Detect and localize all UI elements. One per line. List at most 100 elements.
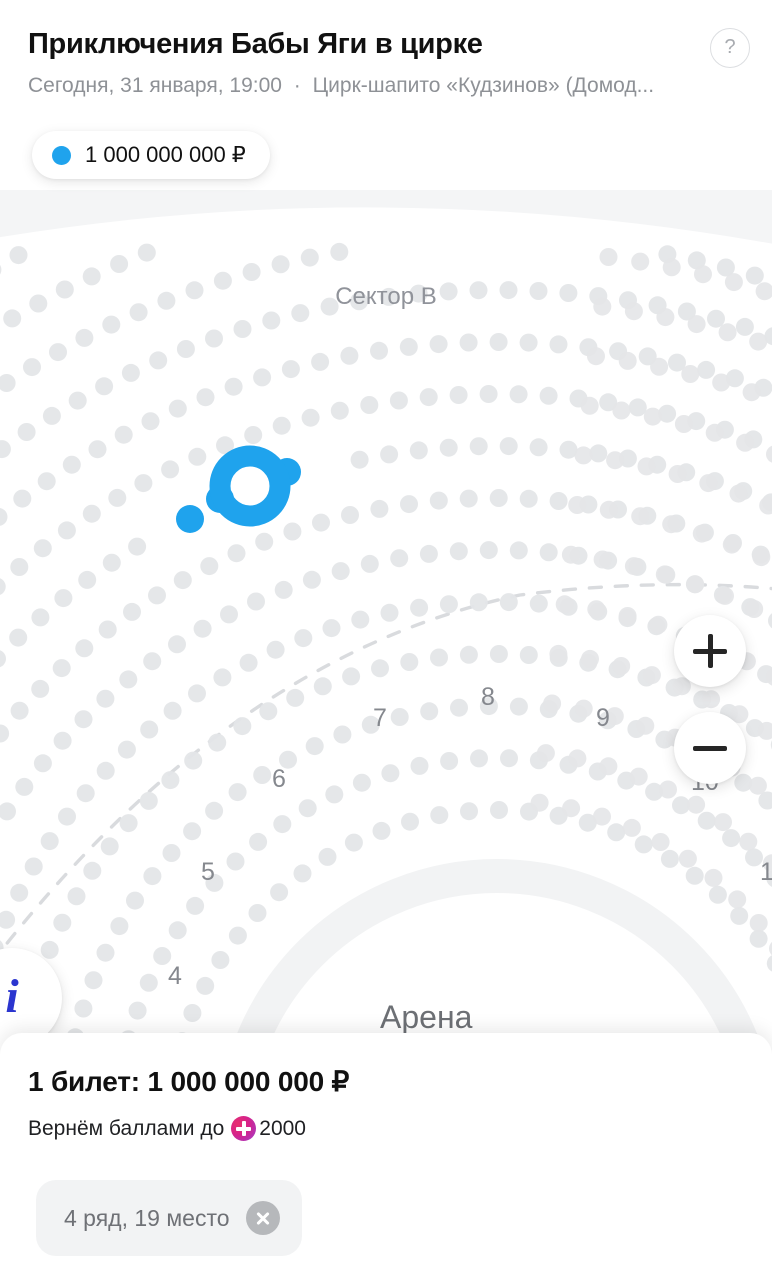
seat-dot[interactable] (196, 976, 215, 995)
seat-dot[interactable] (489, 645, 508, 663)
seat-dot[interactable] (380, 603, 399, 622)
seat-dot[interactable] (253, 766, 272, 784)
seat-dot[interactable] (708, 885, 727, 904)
seat-dot[interactable] (439, 282, 458, 301)
seat-dot[interactable] (213, 271, 232, 290)
seat-dot[interactable] (9, 246, 28, 265)
seat-dot[interactable] (344, 833, 363, 852)
seat-dot[interactable] (249, 832, 268, 851)
seat-dot[interactable] (82, 504, 101, 523)
seat-dot[interactable] (88, 440, 107, 459)
seat-dot[interactable] (102, 315, 121, 334)
seat-dot[interactable] (581, 649, 599, 668)
seat-dot[interactable] (459, 333, 478, 352)
seat-dot[interactable] (119, 814, 138, 833)
seat-dot[interactable] (161, 771, 180, 790)
seat-dot[interactable] (631, 252, 650, 271)
seat-dot[interactable] (628, 398, 647, 417)
seat-dot[interactable] (370, 341, 388, 360)
seat-dot[interactable] (587, 347, 605, 366)
seat-dot[interactable] (612, 401, 631, 420)
seat-dot[interactable] (360, 554, 379, 573)
seat-dot[interactable] (68, 391, 87, 410)
seat-dot[interactable] (549, 492, 568, 510)
seat-dot[interactable] (228, 783, 247, 802)
seat-dot[interactable] (96, 761, 115, 780)
seat-dot[interactable] (694, 265, 712, 284)
seat-dot[interactable] (470, 749, 488, 768)
seat-dot[interactable] (379, 287, 398, 306)
seat-dot[interactable] (331, 562, 350, 581)
seat-dot[interactable] (82, 267, 101, 286)
seat-dot[interactable] (409, 441, 428, 460)
seat-dot[interactable] (489, 489, 508, 507)
seat-dot[interactable] (459, 645, 478, 664)
seat-dot[interactable] (643, 407, 662, 426)
seat-dot[interactable] (55, 280, 74, 299)
seat-dot[interactable] (439, 595, 458, 614)
seat-dot[interactable] (149, 351, 168, 370)
seat-dot[interactable] (769, 940, 772, 958)
seat-dot[interactable] (459, 489, 478, 508)
seat-dot[interactable] (607, 823, 626, 842)
seat-dot[interactable] (15, 777, 34, 796)
seat-dot[interactable] (605, 707, 624, 726)
seat-dot[interactable] (460, 802, 478, 821)
seat-dot[interactable] (716, 258, 735, 277)
seat-dot[interactable] (226, 852, 245, 871)
seat-dot[interactable] (410, 598, 429, 617)
seat-dot[interactable] (0, 578, 6, 596)
seat-dot[interactable] (163, 701, 182, 720)
seat-dot[interactable] (233, 717, 252, 736)
seat-dot[interactable] (184, 751, 203, 770)
seat-dot[interactable] (54, 589, 73, 608)
seat-dot[interactable] (33, 539, 52, 558)
seat-dot[interactable] (549, 644, 568, 663)
seat-dot[interactable] (618, 351, 637, 370)
seat-dot[interactable] (574, 446, 593, 465)
seat-dot[interactable] (40, 940, 59, 959)
seat-dot[interactable] (200, 557, 219, 576)
seat-dot[interactable] (735, 317, 754, 336)
seat-dot[interactable] (479, 541, 498, 560)
seat-dot[interactable] (656, 308, 675, 327)
seat-dot[interactable] (83, 861, 102, 880)
seat-dot[interactable] (372, 821, 391, 840)
seat-dot[interactable] (716, 586, 734, 605)
seat-dot[interactable] (655, 565, 674, 584)
seat-dot[interactable] (559, 284, 578, 302)
seat-dot[interactable] (745, 266, 764, 285)
seat-dot[interactable] (702, 690, 721, 709)
seat-dot[interactable] (371, 659, 389, 678)
seat-dot[interactable] (253, 368, 272, 387)
zoom-in-button[interactable] (674, 615, 746, 687)
seat-dot[interactable] (143, 867, 162, 886)
seat-dot[interactable] (662, 515, 681, 534)
seat-dot[interactable] (233, 320, 252, 338)
seat-dot[interactable] (340, 346, 359, 365)
seat-dot[interactable] (153, 947, 172, 965)
seat-dot[interactable] (78, 570, 97, 589)
seat-dot[interactable] (100, 837, 119, 856)
seat-dot[interactable] (74, 999, 93, 1018)
seat-dot[interactable] (668, 353, 686, 372)
seat-dot[interactable] (62, 455, 81, 474)
seat-dot[interactable] (10, 558, 29, 576)
seat-dot[interactable] (0, 440, 11, 459)
seat-dot[interactable] (419, 388, 438, 407)
seat-dot[interactable] (765, 668, 772, 686)
seat-dot[interactable] (381, 764, 400, 783)
seat-dot[interactable] (380, 445, 399, 464)
seat-dot[interactable] (536, 744, 555, 763)
seat-dot[interactable] (141, 412, 160, 431)
seat-dot[interactable] (728, 890, 747, 909)
seat-dot[interactable] (0, 910, 16, 929)
seat-dot[interactable] (749, 914, 768, 932)
seat-dot[interactable] (40, 832, 59, 851)
seat-dot[interactable] (562, 799, 581, 818)
selected-seat-chip[interactable]: 4 ряд, 19 место (36, 1180, 302, 1256)
seat-dot[interactable] (672, 796, 690, 815)
seat-dot[interactable] (707, 309, 725, 328)
price-legend-chip[interactable]: 1 000 000 000 ₽ (32, 131, 270, 179)
seat-dot[interactable] (766, 954, 772, 972)
